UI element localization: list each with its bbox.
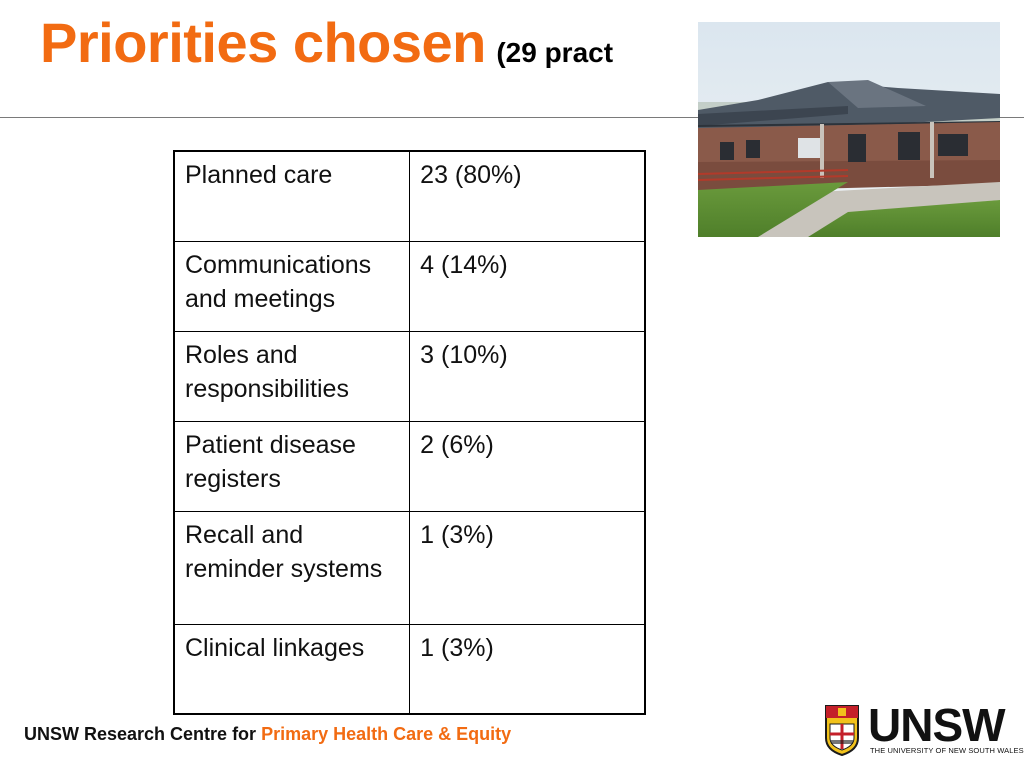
table-row: Communications and meetings 4 (14%)	[173, 240, 646, 332]
count-cell: 1 (3%)	[409, 623, 646, 715]
priority-cell: Roles and responsibilities	[173, 330, 411, 422]
title-divider	[0, 117, 1024, 118]
unsw-crest-icon	[825, 705, 859, 756]
table-row: Planned care 23 (80%)	[173, 150, 646, 242]
title-note: (29 pract	[496, 37, 614, 68]
logo-wordmark: UNSW	[868, 699, 1006, 751]
footer-text: UNSW Research Centre for Primary Health …	[24, 724, 511, 745]
title-main: Priorities chosen	[40, 11, 486, 74]
count-cell: 3 (10%)	[409, 330, 646, 422]
table-row: Roles and responsibilities 3 (10%)	[173, 330, 646, 422]
priority-cell: Communications and meetings	[173, 240, 411, 332]
count-cell: 23 (80%)	[409, 150, 646, 242]
footer-prefix: UNSW Research Centre for	[24, 724, 262, 744]
priority-cell: Planned care	[173, 150, 411, 242]
table-row: Recall and reminder systems 1 (3%)	[173, 510, 646, 625]
table-row: Clinical linkages 1 (3%)	[173, 623, 646, 715]
count-cell: 2 (6%)	[409, 420, 646, 512]
count-cell: 1 (3%)	[409, 510, 646, 625]
logo-tagline: THE UNIVERSITY OF NEW SOUTH WALES	[870, 746, 1024, 755]
priority-cell: Patient disease registers	[173, 420, 411, 512]
footer-highlight: Primary Health Care & Equity	[261, 724, 512, 744]
priority-cell: Clinical linkages	[173, 623, 411, 715]
priorities-table: Planned care 23 (80%) Communications and…	[173, 150, 646, 715]
slide-title: Priorities chosen (29 pract	[40, 10, 613, 75]
priority-cell: Recall and reminder systems	[173, 510, 411, 625]
count-cell: 4 (14%)	[409, 240, 646, 332]
table-row: Patient disease registers 2 (6%)	[173, 420, 646, 512]
unsw-logo: UNSW THE UNIVERSITY OF NEW SOUTH WALES	[824, 700, 1024, 758]
clinic-building-photo	[698, 22, 1000, 237]
